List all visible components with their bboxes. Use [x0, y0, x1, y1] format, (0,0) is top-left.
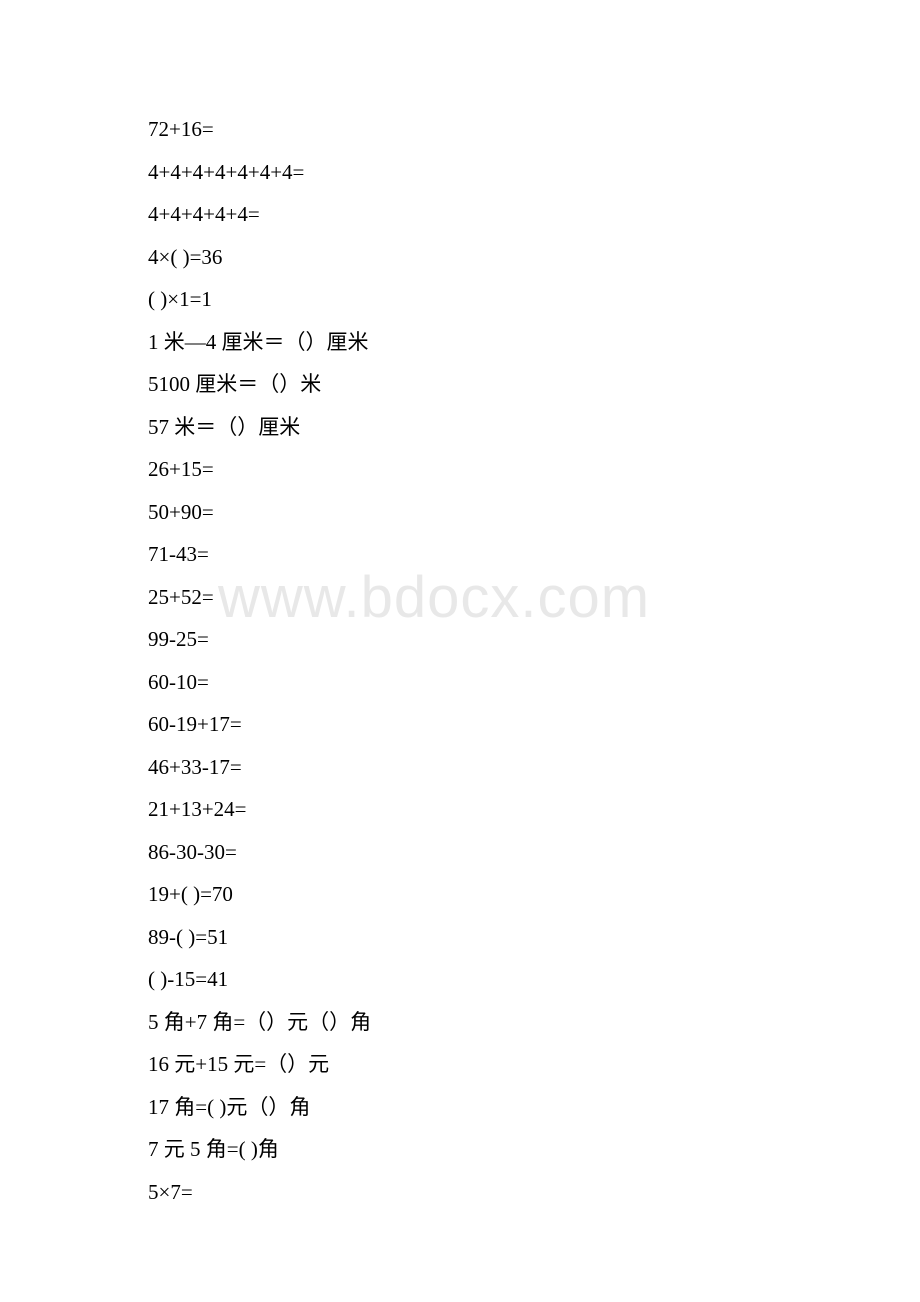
- math-line: 4+4+4+4+4+4+4=: [148, 151, 820, 194]
- math-line: 60-19+17=: [148, 703, 820, 746]
- math-line: 1 米—4 厘米＝（）厘米: [148, 321, 820, 364]
- math-line: 4×( )=36: [148, 236, 820, 279]
- math-line: 5×7=: [148, 1171, 820, 1214]
- math-line: 71-43=: [148, 533, 820, 576]
- math-line: 57 米＝（）厘米: [148, 406, 820, 449]
- math-line: 89-( )=51: [148, 916, 820, 959]
- math-line: ( )×1=1: [148, 278, 820, 321]
- math-line: 17 角=( )元（）角: [148, 1086, 820, 1129]
- math-line: 5100 厘米＝（）米: [148, 363, 820, 406]
- math-line: ( )-15=41: [148, 958, 820, 1001]
- math-line: 4+4+4+4+4=: [148, 193, 820, 236]
- math-line: 25+52=: [148, 576, 820, 619]
- math-line: 46+33-17=: [148, 746, 820, 789]
- math-line: 60-10=: [148, 661, 820, 704]
- document-content: 72+16= 4+4+4+4+4+4+4= 4+4+4+4+4= 4×( )=3…: [0, 0, 920, 1213]
- math-line: 5 角+7 角=（）元（）角: [148, 1001, 820, 1044]
- math-line: 72+16=: [148, 108, 820, 151]
- math-line: 19+( )=70: [148, 873, 820, 916]
- math-line: 16 元+15 元=（）元: [148, 1043, 820, 1086]
- math-line: 21+13+24=: [148, 788, 820, 831]
- math-line: 86-30-30=: [148, 831, 820, 874]
- math-line: 99-25=: [148, 618, 820, 661]
- math-line: 7 元 5 角=( )角: [148, 1128, 820, 1171]
- math-line: 26+15=: [148, 448, 820, 491]
- math-line: 50+90=: [148, 491, 820, 534]
